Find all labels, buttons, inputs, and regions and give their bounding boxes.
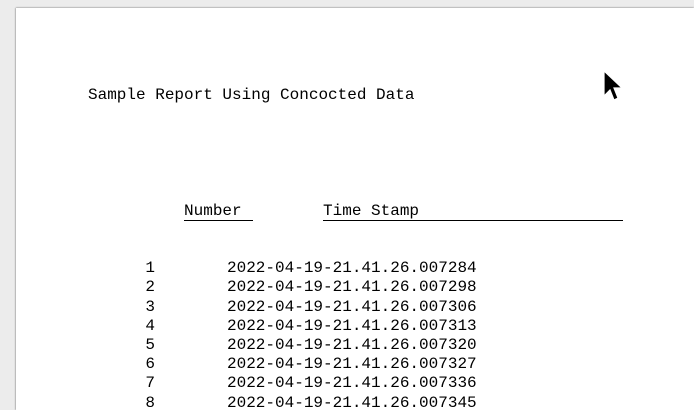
row-number: 4 — [145, 316, 155, 335]
row-number: 1 — [145, 259, 155, 278]
row-number: 3 — [145, 297, 155, 316]
row-number: 5 — [145, 335, 155, 354]
number-column-header: Number — [184, 202, 254, 221]
report-row: 1 2022-04-19-21.41.26.007284 — [88, 259, 527, 278]
row-number: 6 — [145, 355, 155, 374]
report-title: Sample Report Using Concocted Data — [88, 86, 415, 105]
row-timestamp: 2022-04-19-21.41.26.007298 — [227, 278, 477, 297]
report-row: 5 2022-04-19-21.41.26.007320 — [88, 336, 527, 355]
row-timestamp: 2022-04-19-21.41.26.007284 — [227, 259, 477, 278]
report-page: Sample Report Using Concocted Data Numbe… — [16, 8, 694, 410]
row-timestamp: 2022-04-19-21.41.26.007345 — [227, 393, 477, 410]
report-row: 7 2022-04-19-21.41.26.007336 — [88, 374, 527, 393]
row-number: 7 — [145, 374, 155, 393]
report-row: 3 2022-04-19-21.41.26.007306 — [88, 298, 527, 317]
report-row: 4 2022-04-19-21.41.26.007313 — [88, 317, 527, 336]
mouse-pointer-icon — [603, 70, 623, 101]
report-rows: 1 2022-04-19-21.41.26.007284 2 2022-04-19-2… — [88, 259, 527, 410]
column-header-row: Number Time Stamp — [88, 182, 624, 221]
timestamp-column-header: Time Stamp — [323, 202, 624, 221]
row-timestamp: 2022-04-19-21.41.26.007327 — [227, 355, 477, 374]
row-timestamp: 2022-04-19-21.41.26.007306 — [227, 297, 477, 316]
row-timestamp: 2022-04-19-21.41.26.007336 — [227, 374, 477, 393]
report-row: 6 2022-04-19-21.41.26.007327 — [88, 355, 527, 374]
row-number: 8 — [145, 393, 155, 410]
report-body: Sample Report Using Concocted Data Numbe… — [88, 48, 624, 410]
row-number: 2 — [145, 278, 155, 297]
row-timestamp: 2022-04-19-21.41.26.007313 — [227, 316, 477, 335]
row-timestamp: 2022-04-19-21.41.26.007320 — [227, 335, 477, 354]
report-row: 8 2022-04-19-21.41.26.007345 — [88, 394, 527, 410]
report-row: 2 2022-04-19-21.41.26.007298 — [88, 278, 527, 297]
